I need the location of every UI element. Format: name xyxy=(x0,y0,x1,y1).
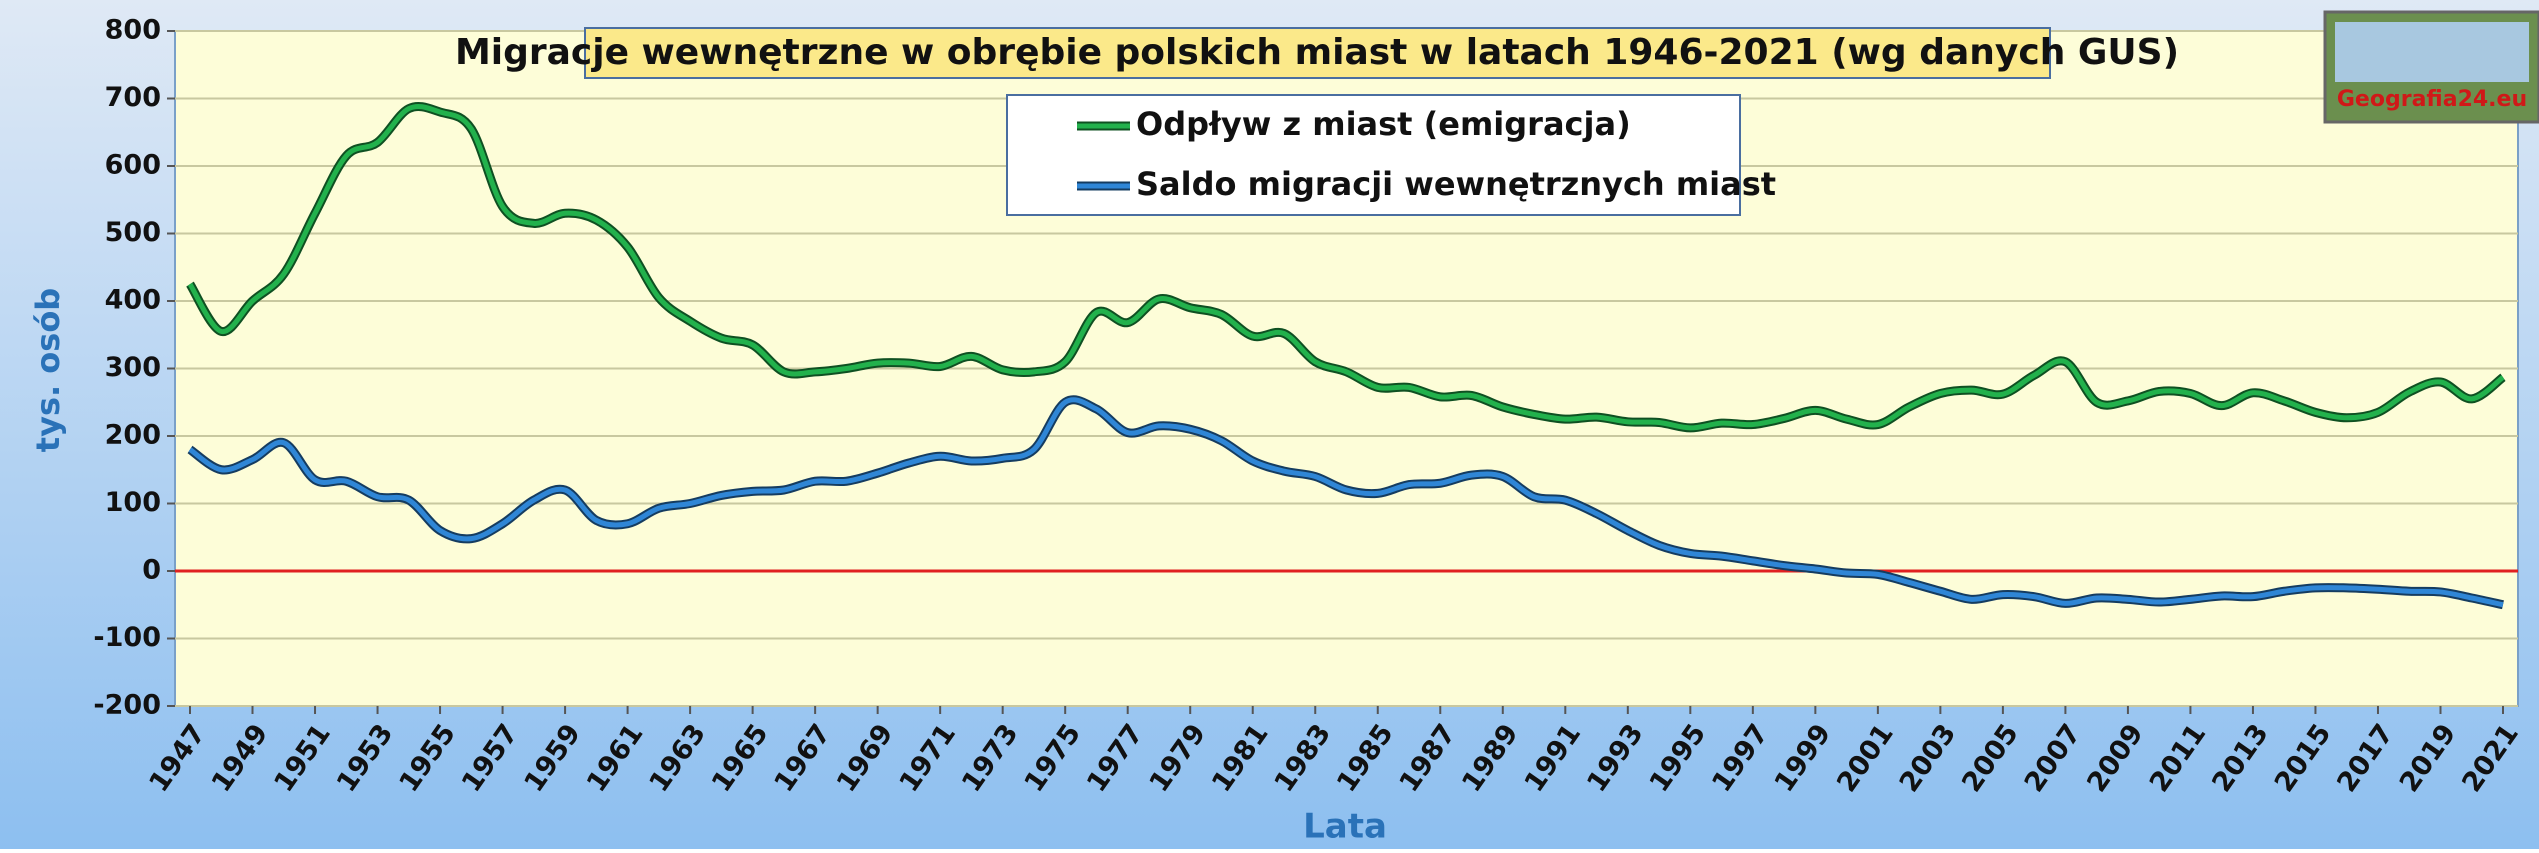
y-tick-label: 100 xyxy=(105,487,161,518)
logo-image xyxy=(2335,22,2529,82)
y-tick-label: 600 xyxy=(105,150,161,181)
legend-label: Saldo migracji wewnętrznych miast xyxy=(1136,165,1776,203)
y-axis-label: tys. osób xyxy=(29,288,67,452)
y-tick-label: 400 xyxy=(105,285,161,316)
logo-text: Geografia24.eu xyxy=(2337,87,2527,112)
y-tick-label: 800 xyxy=(105,15,161,46)
legend-label: Odpływ z miast (emigracja) xyxy=(1136,105,1631,143)
y-tick-label: -200 xyxy=(93,690,161,721)
page: Migracje wewnętrzne w obrębie polskich m… xyxy=(0,0,2539,853)
y-tick-label: 500 xyxy=(105,217,161,248)
y-tick-label: 200 xyxy=(105,420,161,451)
chart-title: Migracje wewnętrzne w obrębie polskich m… xyxy=(455,32,2179,73)
y-tick-label: -100 xyxy=(93,622,161,653)
y-tick-label: 300 xyxy=(105,352,161,383)
y-tick-label: 0 xyxy=(142,555,161,586)
chart: Migracje wewnętrzne w obrębie polskich m… xyxy=(0,0,2539,849)
x-axis-label: Lata xyxy=(1303,807,1387,847)
y-tick-label: 700 xyxy=(105,82,161,113)
